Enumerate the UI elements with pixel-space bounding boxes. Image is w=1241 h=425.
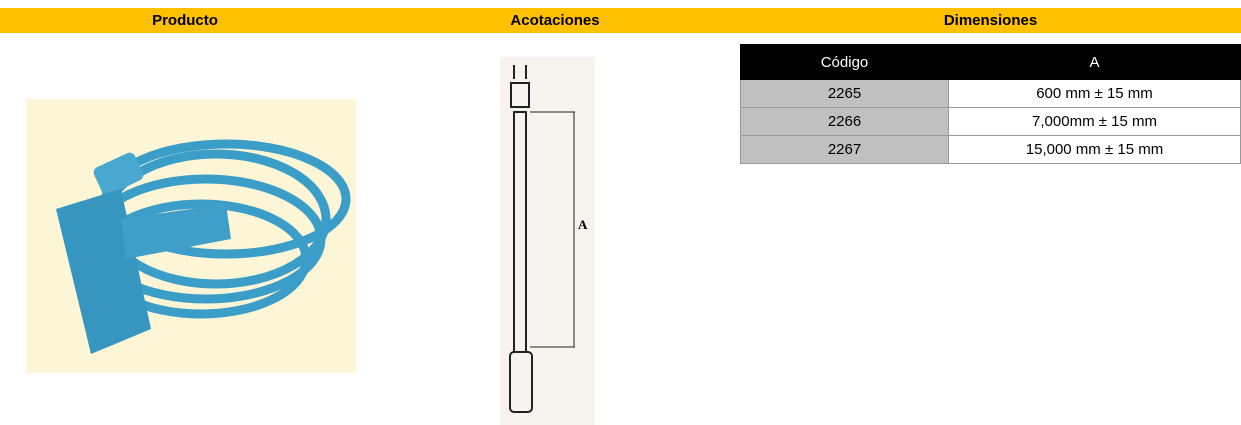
table-body: 2265 600 mm ± 15 mm 2266 7,000mm ± 15 mm 226… bbox=[740, 79, 1241, 164]
table-row: 2265 600 mm ± 15 mm bbox=[740, 79, 1241, 108]
product-image bbox=[26, 99, 356, 373]
table-header: Código A bbox=[740, 44, 1241, 80]
header-cell: Acotaciones bbox=[370, 8, 740, 33]
dimension-cell: 15,000 mm ± 15 mm bbox=[948, 135, 1241, 164]
header-cell: Dimensiones bbox=[740, 8, 1241, 33]
dimension-drawing: A bbox=[500, 57, 595, 425]
dimension-label: A bbox=[578, 217, 588, 232]
code-cell: 2267 bbox=[740, 135, 949, 164]
column-header: A bbox=[948, 44, 1241, 80]
column-header: Código bbox=[740, 44, 949, 80]
table-row: 2267 15,000 mm ± 15 mm bbox=[740, 135, 1241, 164]
code-cell: 2265 bbox=[740, 79, 949, 108]
code-cell: 2266 bbox=[740, 107, 949, 136]
header-cell: Producto bbox=[0, 8, 370, 33]
table-row: 2266 7,000mm ± 15 mm bbox=[740, 107, 1241, 136]
dimensions-table: Código A 2265 600 mm ± 15 mm 2266 7,000mm ±… bbox=[740, 44, 1241, 164]
dimension-cell: 7,000mm ± 15 mm bbox=[948, 107, 1241, 136]
dimension-cell: 600 mm ± 15 mm bbox=[948, 79, 1241, 108]
